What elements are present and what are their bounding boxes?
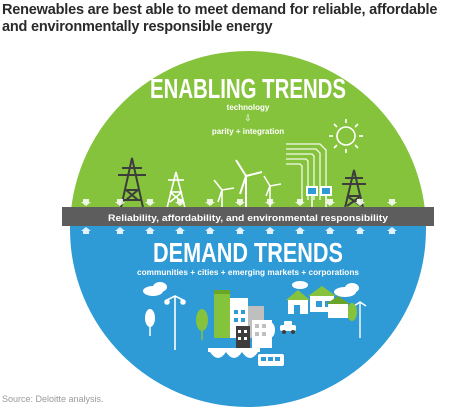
up-arrow-icon bbox=[235, 227, 245, 234]
down-arrow-icon bbox=[387, 199, 397, 206]
grid-integration-lines-icon bbox=[286, 143, 327, 200]
band-arrows-bottom-icon bbox=[81, 227, 397, 234]
up-arrow-icon bbox=[145, 227, 155, 234]
down-arrow-icon bbox=[115, 199, 125, 206]
band-arrows-top-icon bbox=[81, 199, 397, 206]
down-arrow-icon bbox=[205, 199, 215, 206]
down-arrow-icon bbox=[81, 199, 91, 206]
enabling-heading: ENABLING TRENDS bbox=[150, 73, 346, 104]
bridge-icon bbox=[208, 348, 260, 358]
houses-solar-roofs-icon bbox=[286, 286, 350, 318]
down-arrow-icon bbox=[325, 199, 335, 206]
transmission-tower-icon bbox=[118, 157, 146, 213]
city-buildings-icon bbox=[214, 290, 272, 348]
up-arrow-icon bbox=[325, 227, 335, 234]
figure-title: Renewables are best able to meet demand … bbox=[2, 2, 438, 35]
cloud-icon bbox=[143, 281, 359, 297]
up-arrow-icon bbox=[81, 227, 91, 234]
band-label: Reliability, affordability, and environm… bbox=[108, 213, 389, 224]
down-arrow-icon bbox=[265, 199, 275, 206]
source-note: Source: Deloitte analysis. bbox=[2, 394, 104, 404]
transmission-tower-white-icon bbox=[165, 171, 187, 213]
enabling-half-circle bbox=[70, 51, 426, 219]
car-icon bbox=[280, 321, 296, 334]
up-arrow-icon bbox=[265, 227, 275, 234]
down-arrow-icon bbox=[145, 199, 155, 206]
down-arrow-icon bbox=[175, 199, 185, 206]
down-arrow-icon bbox=[235, 199, 245, 206]
street-lamp-right-icon bbox=[353, 301, 367, 338]
reliability-band bbox=[62, 207, 434, 226]
up-arrow-icon bbox=[295, 227, 305, 234]
down-arrow-icon bbox=[355, 199, 365, 206]
up-arrow-icon bbox=[205, 227, 215, 234]
up-arrow-icon bbox=[175, 227, 185, 234]
street-lamp-icon bbox=[164, 295, 186, 350]
up-arrow-icon bbox=[115, 227, 125, 234]
up-arrow-icon bbox=[355, 227, 365, 234]
down-arrow-icon bbox=[295, 199, 305, 206]
bus-icon bbox=[258, 354, 284, 366]
down-arrow-icon: ⇩ bbox=[244, 114, 252, 124]
up-arrow-icon bbox=[387, 227, 397, 234]
sun-icon bbox=[329, 119, 363, 153]
enabling-line-technology: technology bbox=[227, 103, 270, 112]
enabling-line-parity: parity + integration bbox=[212, 127, 284, 136]
demand-line: communities + cities + emerging markets … bbox=[137, 268, 360, 277]
wind-turbine-large-icon bbox=[235, 159, 263, 212]
demand-heading: DEMAND TRENDS bbox=[153, 237, 343, 268]
